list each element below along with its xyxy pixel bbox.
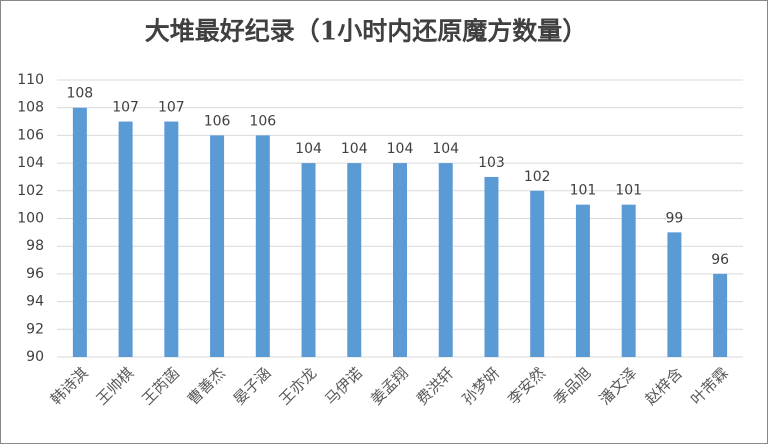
data-label: 103 — [478, 155, 505, 171]
y-tick-label: 94 — [26, 294, 44, 310]
y-tick-label: 96 — [26, 266, 44, 282]
data-label: 101 — [615, 183, 642, 199]
bar — [210, 135, 225, 357]
data-label: 96 — [711, 252, 729, 268]
bar — [667, 232, 682, 357]
data-label: 106 — [204, 113, 231, 129]
bar — [393, 163, 407, 357]
y-tick-label: 106 — [17, 127, 44, 143]
y-tick-label: 90 — [26, 349, 44, 365]
bar — [713, 273, 728, 357]
data-label: 108 — [66, 86, 93, 102]
bar — [438, 163, 453, 357]
y-tick-label: 98 — [26, 238, 44, 254]
data-label: 99 — [665, 210, 683, 226]
data-label: 107 — [158, 100, 185, 116]
y-tick-label: 92 — [26, 321, 44, 337]
bar — [347, 163, 362, 357]
data-label: 104 — [387, 141, 414, 157]
bar — [255, 135, 270, 357]
bar — [301, 163, 316, 357]
data-label: 107 — [112, 100, 139, 116]
bar — [484, 176, 499, 357]
data-label: 106 — [249, 113, 276, 129]
y-tick-label: 102 — [17, 183, 44, 199]
y-tick-label: 104 — [17, 155, 44, 171]
bar — [118, 121, 133, 357]
bar — [72, 107, 87, 357]
chart-title: 大堆最好纪录（1小时内还原魔方数量） — [145, 17, 587, 46]
bar — [621, 204, 636, 357]
y-tick-label: 100 — [17, 211, 44, 227]
y-tick-label: 108 — [17, 100, 44, 116]
bar — [164, 121, 179, 357]
data-label: 104 — [432, 141, 459, 157]
y-tick-label: 110 — [17, 72, 44, 88]
data-label: 104 — [295, 141, 322, 157]
bar — [530, 190, 545, 357]
data-label: 104 — [341, 141, 368, 157]
data-label: 101 — [570, 183, 597, 199]
data-label: 102 — [524, 169, 551, 185]
bar — [575, 204, 590, 357]
